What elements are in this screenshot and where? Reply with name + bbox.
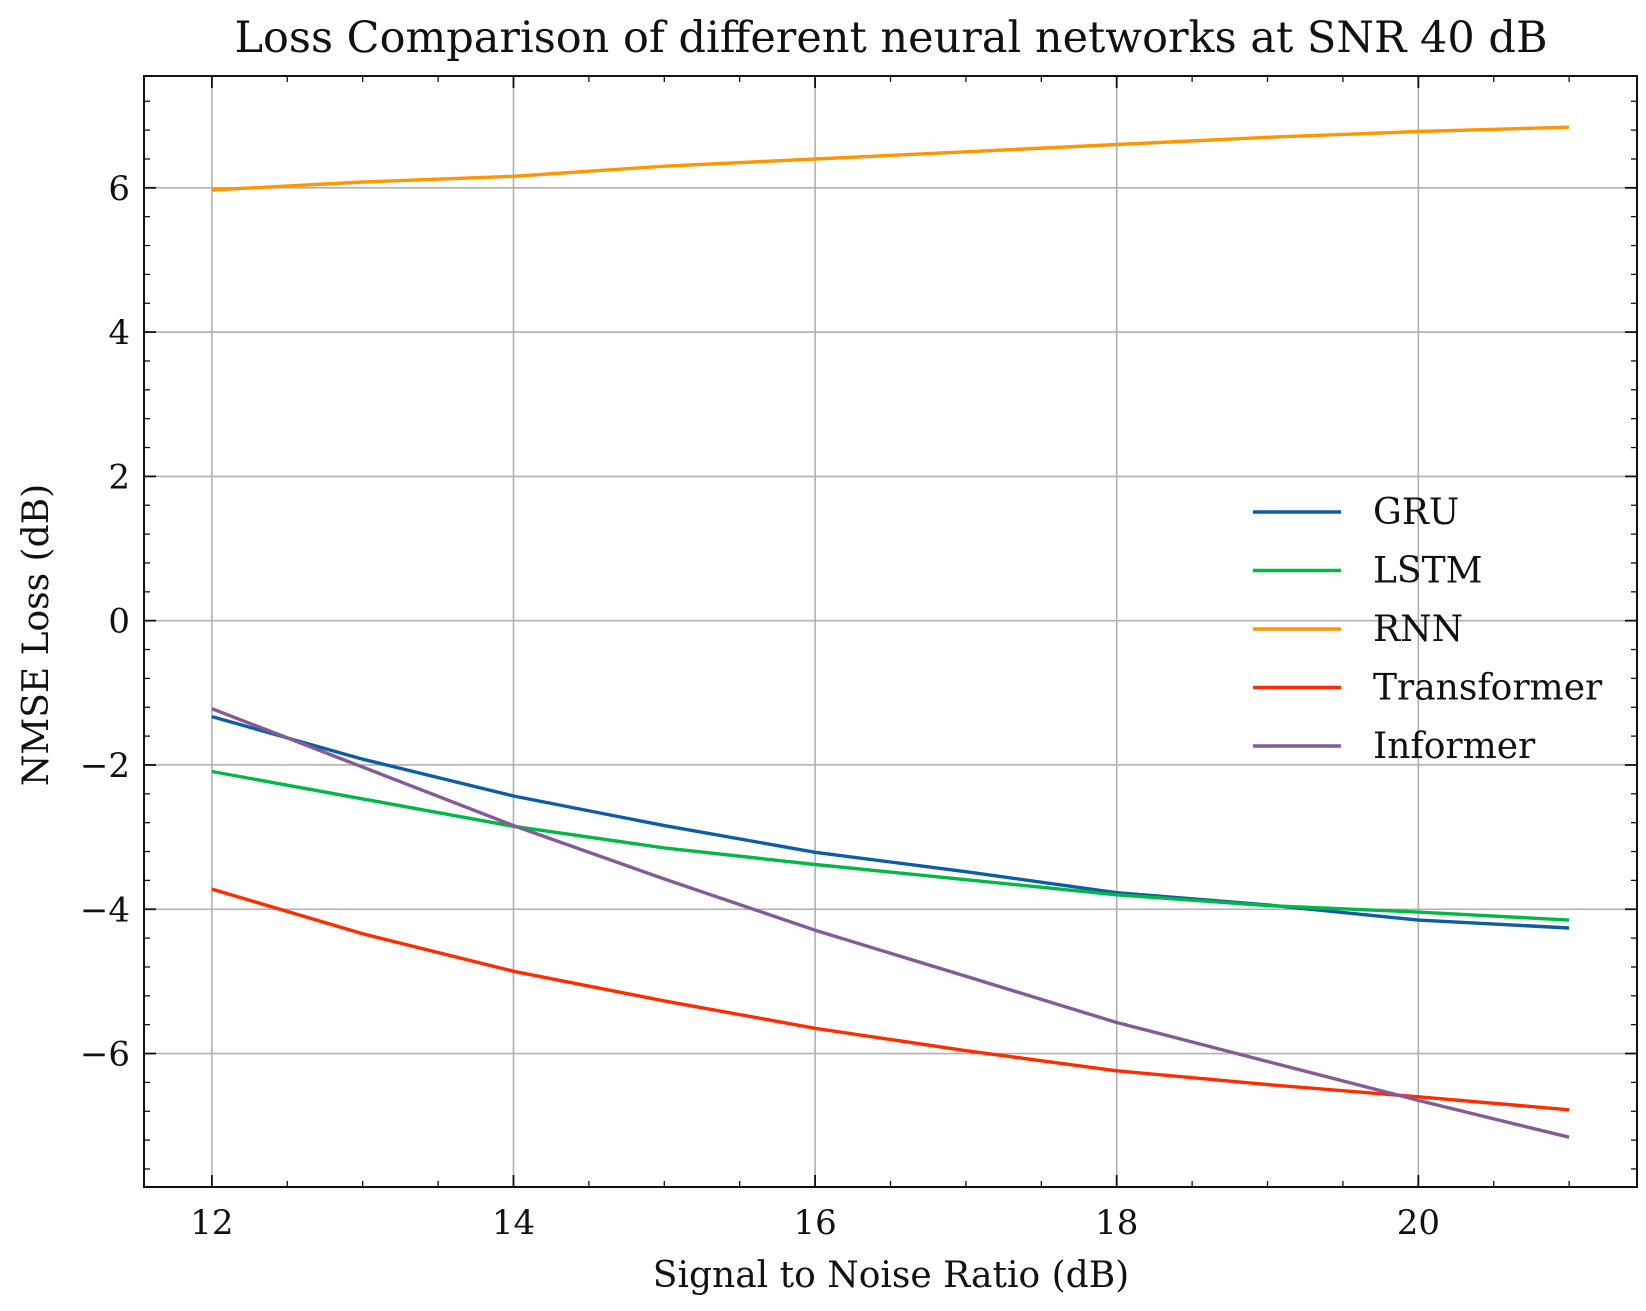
y-tick-label: 0	[108, 602, 130, 642]
series-line-lstm	[211, 769, 1570, 922]
x-tick-label: 18	[1095, 1203, 1138, 1243]
legend-label-lstm: LSTM	[1373, 551, 1482, 592]
series-line-transformer	[211, 887, 1570, 1112]
grid	[144, 76, 1637, 1187]
y-tick-label: 6	[108, 169, 130, 209]
x-tick-label: 16	[793, 1203, 836, 1243]
x-tick-label: 14	[492, 1203, 535, 1243]
legend: GRU LSTM RNN Transformer Informer	[1253, 492, 1603, 767]
chart-title: Loss Comparison of different neural netw…	[234, 13, 1547, 63]
legend-label-rnn: RNN	[1373, 609, 1463, 650]
series-line-rnn	[211, 125, 1570, 192]
y-axis-label: NMSE Loss (dB)	[16, 484, 57, 786]
x-tick-label: 20	[1397, 1203, 1440, 1243]
y-tick-label: −2	[80, 746, 130, 786]
tick-labels: 12 14 16 18 20 −6 −4 −2 0 2 4 6	[80, 169, 1440, 1243]
legend-label-transformer: Transformer	[1373, 668, 1603, 709]
x-tick-label: 12	[190, 1203, 233, 1243]
series-lines	[211, 125, 1570, 1139]
y-tick-label: −6	[80, 1035, 130, 1075]
x-axis-label: Signal to Noise Ratio (dB)	[653, 1255, 1129, 1296]
legend-label-informer: Informer	[1373, 726, 1536, 767]
y-tick-label: −4	[80, 890, 130, 930]
series-line-gru	[211, 714, 1570, 930]
series-line-informer	[211, 707, 1570, 1139]
y-tick-label: 4	[108, 313, 130, 353]
legend-label-gru: GRU	[1373, 492, 1459, 533]
ticks	[144, 76, 1637, 1187]
y-tick-label: 2	[108, 457, 130, 497]
